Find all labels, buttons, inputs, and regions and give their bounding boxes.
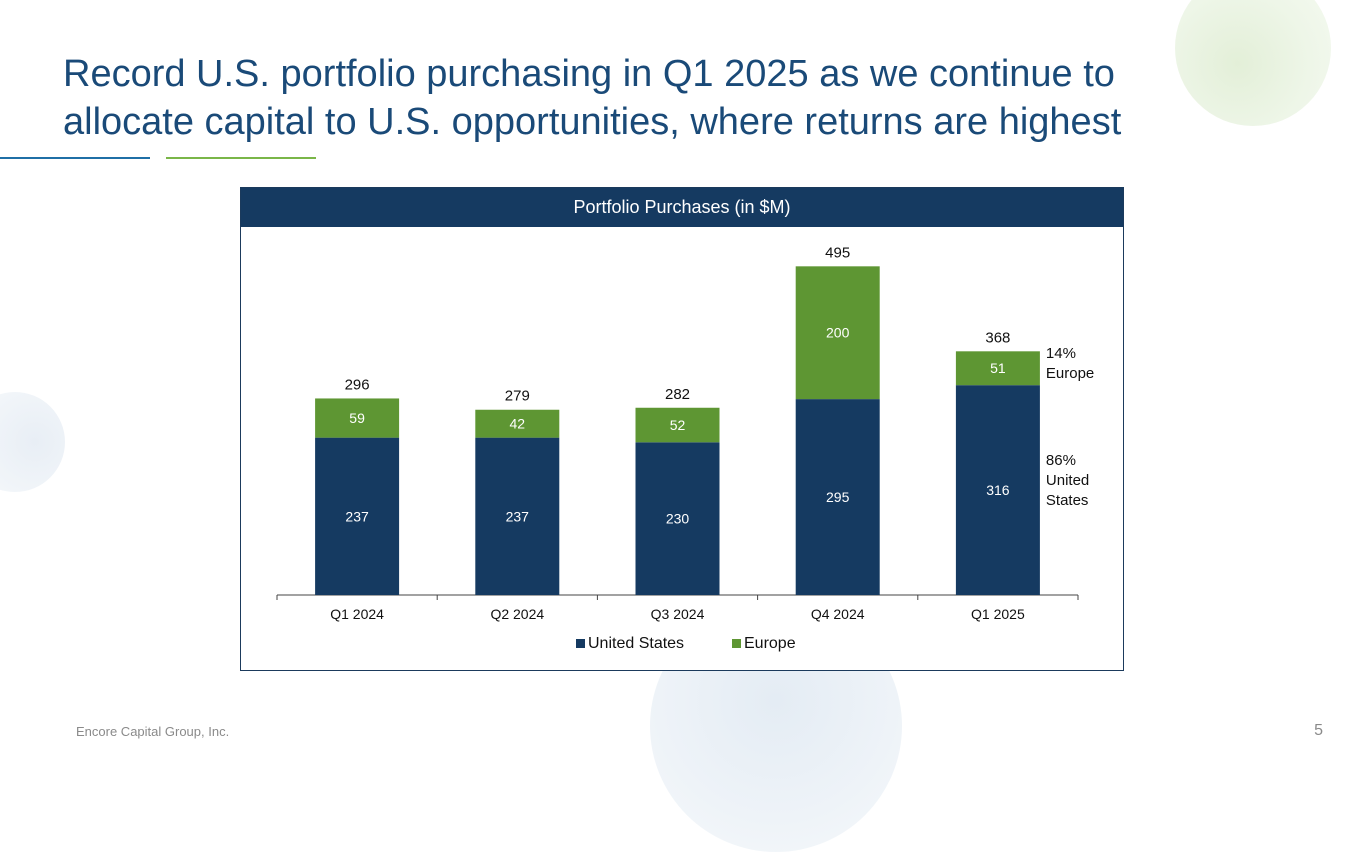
x-tick-label: Q4 2024 bbox=[811, 606, 865, 622]
data-label-total: 282 bbox=[665, 386, 690, 403]
legend-label-united-states: United States bbox=[588, 635, 684, 652]
data-label-total: 495 bbox=[825, 244, 850, 261]
data-label-europe: 51 bbox=[990, 360, 1006, 376]
annotation-europe-share: 14% bbox=[1046, 345, 1076, 362]
slide-title: Record U.S. portfolio purchasing in Q1 2… bbox=[63, 53, 1122, 143]
annotation-us-share: 86% bbox=[1046, 452, 1076, 469]
stacked-bar-chart: 237 59 296 Q1 2024 237 42 279 Q2 2024 230 52 282 Q3… bbox=[276, 244, 1094, 652]
data-label-united-states: 230 bbox=[666, 511, 690, 527]
data-label-total: 368 bbox=[985, 329, 1010, 346]
data-label-europe: 42 bbox=[510, 416, 526, 432]
bar-united-states bbox=[315, 437, 400, 595]
data-label-europe: 200 bbox=[826, 325, 850, 341]
annotation-europe-share: Europe bbox=[1046, 365, 1094, 382]
title-rule-green bbox=[166, 157, 316, 159]
data-label-united-states: 316 bbox=[986, 482, 1010, 498]
footer-company: Encore Capital Group, Inc. bbox=[76, 724, 230, 739]
legend-swatch-europe bbox=[732, 639, 741, 648]
x-tick-label: Q3 2024 bbox=[651, 606, 705, 622]
bar-europe bbox=[475, 409, 560, 438]
bar-europe bbox=[795, 266, 880, 400]
bar-united-states bbox=[955, 385, 1040, 595]
data-label-united-states: 295 bbox=[826, 489, 850, 505]
annotation-us-share: States bbox=[1046, 492, 1089, 509]
x-tick-label: Q2 2024 bbox=[490, 606, 544, 622]
x-tick-label: Q1 2024 bbox=[330, 606, 384, 622]
bar-europe bbox=[315, 398, 400, 438]
page-number: 5 bbox=[1314, 722, 1323, 739]
data-label-united-states: 237 bbox=[345, 508, 369, 524]
decorative-circle-green bbox=[1175, 0, 1331, 126]
chart-title: Portfolio Purchases (in $M) bbox=[241, 188, 1123, 227]
bar-europe bbox=[955, 351, 1040, 386]
data-label-total: 279 bbox=[505, 388, 530, 405]
title-rule-blue bbox=[0, 157, 150, 159]
x-tick-label: Q1 2025 bbox=[971, 606, 1025, 622]
legend-swatch-united-states bbox=[576, 639, 585, 648]
bar-united-states bbox=[635, 442, 720, 595]
data-label-united-states: 237 bbox=[506, 508, 530, 524]
bar-united-states bbox=[475, 437, 560, 595]
legend-label-europe: Europe bbox=[744, 635, 796, 652]
bar-europe bbox=[635, 407, 720, 443]
data-label-total: 296 bbox=[345, 376, 370, 393]
annotation-us-share: United bbox=[1046, 472, 1089, 489]
bar-united-states bbox=[795, 399, 880, 595]
decorative-circle-blue-left bbox=[0, 392, 65, 492]
data-label-europe: 52 bbox=[670, 417, 686, 433]
data-label-europe: 59 bbox=[349, 410, 365, 426]
chart-panel: Portfolio Purchases (in $M) 237 59 296 Q1 2… bbox=[240, 187, 1124, 671]
